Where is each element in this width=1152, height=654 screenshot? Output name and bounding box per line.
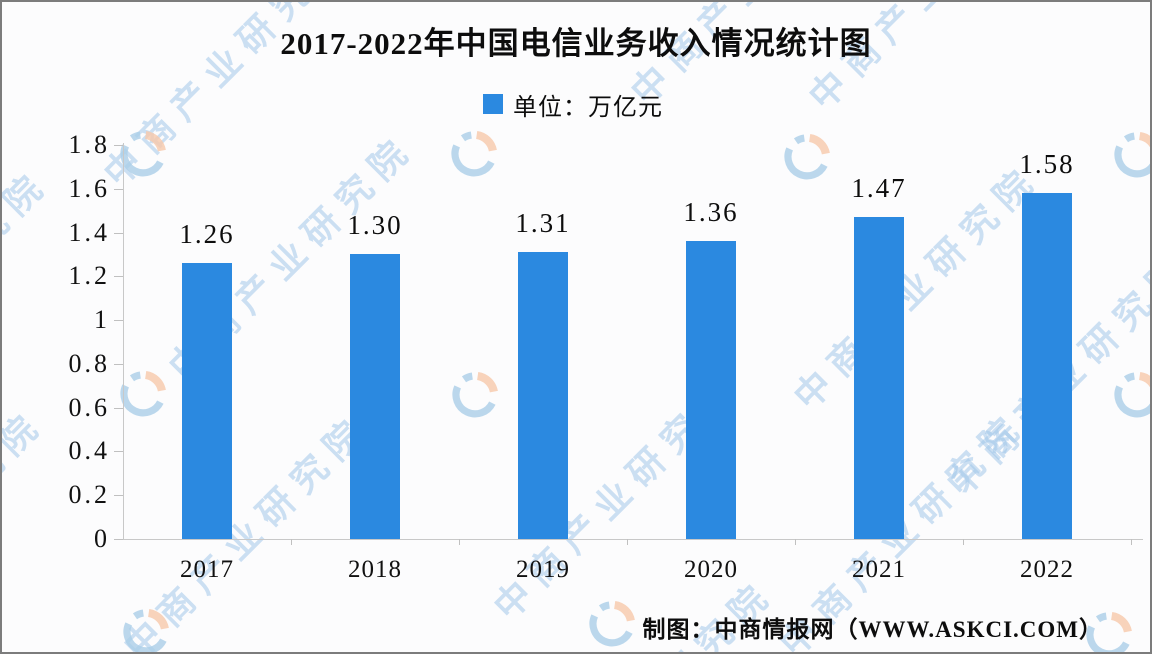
y-tick-label: 0.6 [68,392,110,422]
footer-credit: 制图：中商情报网（WWW.ASKCI.COM） [642,617,1103,642]
legend-swatch [483,94,503,114]
y-tick-mark [114,407,123,409]
y-tick-label: 0.4 [68,436,110,466]
value-label-2021: 1.47 [851,173,907,204]
bar-2022 [1022,193,1072,539]
bar-2018 [350,254,400,539]
y-tick-mark [114,495,123,497]
y-tick-mark [114,145,123,146]
y-tick-label: 1.6 [68,173,110,203]
x-tick-mark [459,539,460,545]
x-category-label-2020: 2020 [684,556,738,583]
x-category-label-2021: 2021 [852,556,906,583]
y-tick-mark [114,188,123,190]
y-tick-label: 1.2 [68,261,110,291]
y-tick-label: 1 [94,305,110,335]
y-tick-label: 0.2 [68,480,110,510]
y-tick-label: 1.4 [68,217,110,247]
chart-title: 2017-2022年中国电信业务收入情况统计图 [280,26,872,61]
x-axis-line [123,539,1143,540]
x-tick-mark [1131,539,1132,545]
y-tick-label: 0.8 [68,348,110,378]
legend-label: 单位：万亿元 [513,94,663,121]
x-category-label-2019: 2019 [516,556,570,583]
value-label-2022: 1.58 [1019,149,1075,180]
x-category-label-2018: 2018 [348,556,402,583]
y-tick-mark [114,320,123,322]
value-label-2020: 1.36 [683,197,739,228]
y-tick-mark [114,363,123,365]
y-axis-line [123,143,124,540]
bar-2017 [182,263,232,539]
y-tick-label: 1.8 [68,130,110,159]
y-tick-mark [114,232,123,234]
bar-2020 [686,241,736,539]
x-tick-mark [291,539,292,545]
y-tick-mark [114,539,123,540]
value-label-2019: 1.31 [515,208,571,239]
bar-2021 [854,217,904,539]
value-label-2018: 1.30 [347,210,403,241]
value-label-2017: 1.26 [179,219,235,250]
x-tick-mark [795,539,796,545]
y-tick-mark [114,276,123,278]
x-tick-mark [963,539,964,545]
y-tick-label: 0 [94,524,110,553]
bar-2019 [518,252,568,539]
legend: 单位：万亿元 [483,92,663,121]
x-category-label-2017: 2017 [180,556,234,583]
y-tick-mark [114,451,123,453]
x-category-label-2022: 2022 [1020,556,1074,583]
x-tick-mark [627,539,628,545]
